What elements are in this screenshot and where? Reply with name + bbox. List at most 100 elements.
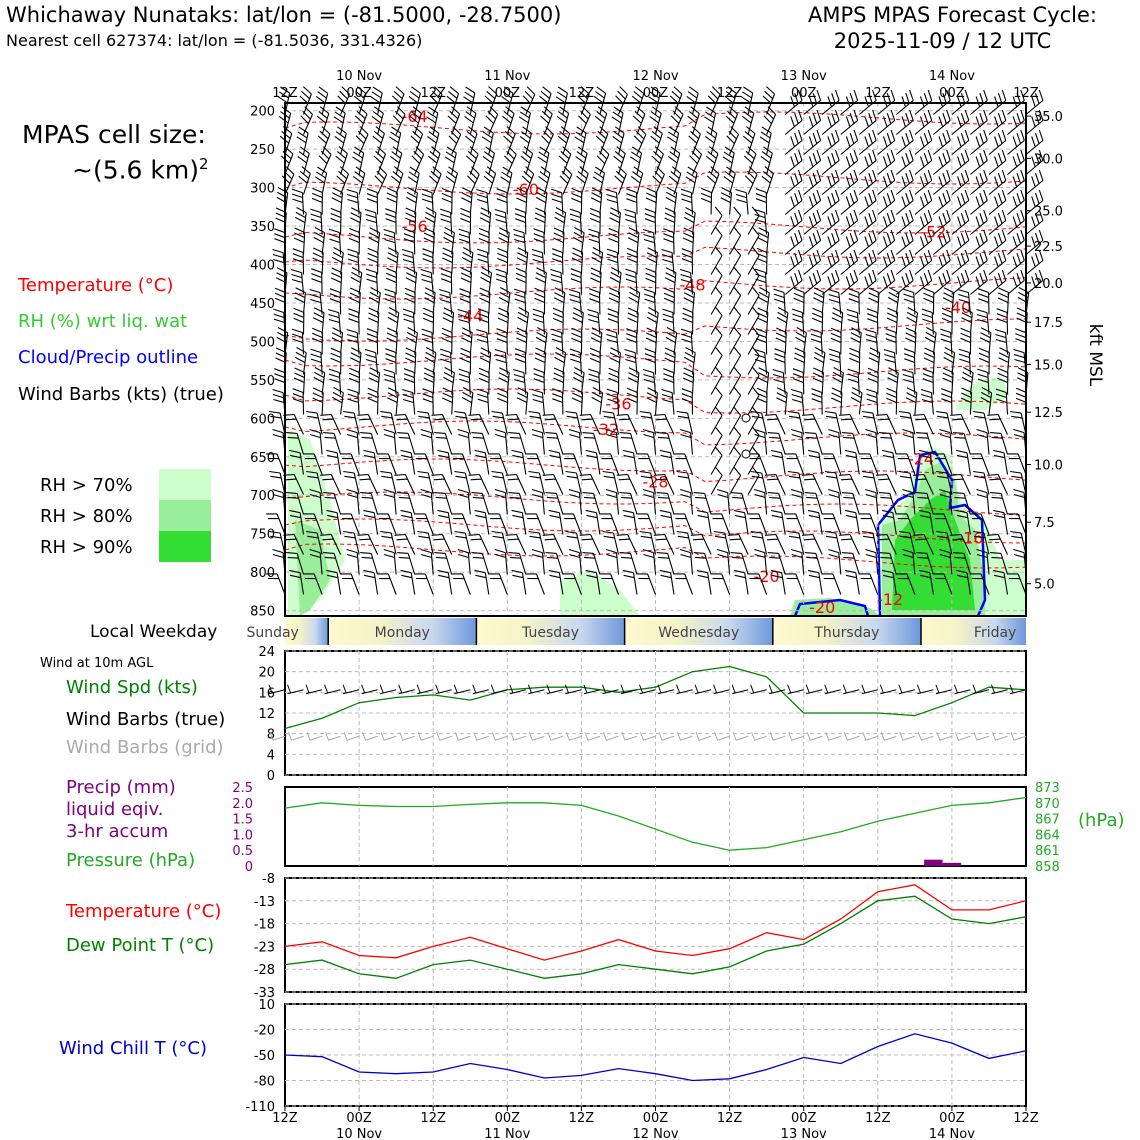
wind-barb	[976, 308, 990, 335]
weekday-segment	[476, 618, 625, 645]
y-tick-label: 12	[258, 707, 275, 722]
wind-barb	[535, 267, 547, 295]
precip-label: Precip (mm)	[66, 777, 176, 798]
wind-barb	[602, 410, 620, 435]
wind-barb	[298, 166, 311, 195]
wind-barb	[420, 428, 434, 455]
wind-barb	[821, 229, 840, 255]
wind-barb	[821, 89, 840, 115]
wind-barb	[569, 348, 582, 375]
wind-barb	[290, 268, 305, 295]
wind-barb-grid	[528, 732, 545, 741]
wind-barb	[952, 492, 971, 515]
wind-barb	[627, 307, 639, 335]
wind-barb	[568, 488, 582, 515]
wind-barb	[505, 533, 527, 555]
wind-barb	[987, 533, 1008, 555]
wind-barb	[437, 509, 453, 535]
wind-barb	[914, 249, 933, 275]
wind-barb-grid	[992, 732, 1008, 741]
wind-barb-10m	[490, 684, 508, 695]
temperature-line	[284, 884, 1027, 961]
wind-barb-grid	[732, 732, 749, 741]
wind-barb	[951, 149, 970, 175]
wind-barb	[987, 413, 1008, 435]
wind-barb	[329, 288, 342, 315]
wind-barb	[397, 552, 416, 575]
legend-rh70: RH > 70%	[40, 475, 133, 496]
y-tick-label: -13	[254, 895, 275, 910]
wind-barb	[422, 388, 434, 415]
top-hour-label: 00Z	[939, 86, 965, 101]
wind-barb	[933, 249, 951, 275]
wind-barb	[431, 473, 453, 495]
wind-barb	[716, 488, 731, 515]
wind-barb	[516, 327, 528, 355]
wind-barb	[424, 207, 437, 235]
wind-barb	[498, 287, 511, 315]
wind-barb	[368, 367, 381, 395]
weekday-name: Tuesday	[521, 625, 579, 641]
wind-barb	[578, 106, 591, 135]
wind-barb	[423, 367, 435, 395]
wind-barb	[913, 413, 934, 435]
pressure-tick-label: 700	[250, 489, 275, 504]
wind-barb	[951, 169, 970, 195]
wind-barb	[850, 327, 862, 355]
wind-barb	[437, 569, 453, 595]
wind-barb	[357, 473, 379, 495]
wind-barb	[784, 269, 803, 295]
wind-barb	[1007, 249, 1025, 275]
wind-barb	[631, 86, 645, 115]
contour-label: -64	[402, 107, 428, 126]
wind-barb	[803, 109, 822, 135]
wind-barb	[666, 126, 680, 155]
wind-barb	[733, 509, 749, 535]
wind-barb	[970, 269, 988, 295]
wind-barb	[858, 249, 877, 275]
wind-barb	[951, 129, 970, 155]
wind-barb	[676, 470, 694, 495]
wind-barb	[636, 573, 657, 595]
wind-barb	[801, 473, 823, 495]
wind-barb	[656, 492, 675, 515]
wind-barb	[497, 247, 509, 275]
wind-barb	[457, 548, 471, 575]
wind-barb	[383, 488, 397, 515]
temperature-contour	[284, 388, 1026, 414]
wind-barb	[976, 428, 990, 455]
wind-barb	[608, 287, 621, 315]
wind-barb	[350, 207, 362, 235]
wind-barb	[331, 327, 344, 355]
wind-barb	[348, 227, 361, 255]
wind-barb	[390, 146, 403, 175]
wind-barb	[1013, 488, 1027, 515]
wind-barb	[622, 449, 638, 475]
wind-barb	[757, 227, 770, 255]
wind-barb	[687, 106, 700, 135]
wind-barb	[866, 388, 879, 415]
wind-barb	[876, 533, 897, 555]
wind-barb	[442, 247, 454, 275]
wind-barb	[366, 328, 379, 355]
wind-barb	[636, 453, 657, 475]
wind-barb	[497, 387, 509, 415]
wind-barb	[920, 388, 934, 415]
wind-barb	[439, 208, 453, 235]
wind-barb	[461, 327, 473, 355]
wind-barb	[466, 146, 479, 175]
wind-barb	[756, 247, 768, 275]
wind-barb	[990, 492, 1009, 515]
wind-barb	[605, 188, 620, 215]
wind-barb	[520, 146, 534, 175]
wind-barb	[747, 206, 760, 235]
wind-barb-grid	[473, 732, 489, 741]
wind-barb	[747, 426, 760, 455]
wind-barb	[605, 548, 620, 575]
wind-barb	[518, 106, 531, 135]
wind-barb-10m	[564, 684, 582, 695]
wind-barb	[394, 533, 416, 555]
pressure-unit: (hPa)	[1078, 810, 1125, 831]
wind-barb	[676, 410, 694, 435]
wind-barb	[387, 387, 399, 415]
